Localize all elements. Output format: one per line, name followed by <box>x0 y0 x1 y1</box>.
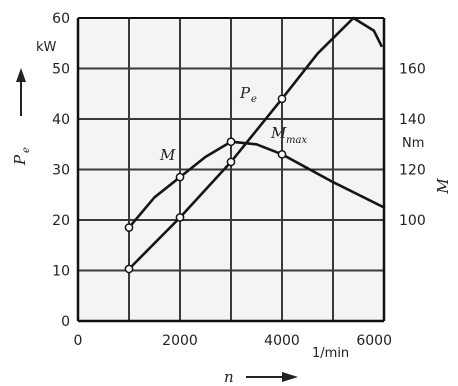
right-axis-symbol: M <box>434 178 452 195</box>
y-left-tick-label: 0 <box>61 314 70 330</box>
y-left-tick-label: 10 <box>52 264 70 280</box>
x-tick-label: 2000 <box>162 333 198 349</box>
m-data-point <box>175 172 185 182</box>
y-left-tick-label: 40 <box>52 112 70 128</box>
y-left-tick-label: 60 <box>52 11 70 27</box>
y-right-tick-label: 160 <box>399 62 426 78</box>
y-right-tick-label: 120 <box>399 163 426 179</box>
pe-curve-line <box>127 16 383 271</box>
m-data-point <box>124 223 134 232</box>
m-data-point <box>226 137 236 147</box>
pe-data-point <box>226 157 236 167</box>
left-axis-symbol-text: P <box>11 154 29 166</box>
tick-labels: 0 10 20 30 40 50 60 100 120 140 160 0 2000 4000 6000 <box>52 11 426 349</box>
left-axis-symbol-sub: e <box>21 147 32 153</box>
markers <box>124 94 287 274</box>
pe-data-point <box>175 213 185 222</box>
pe-curve-label-sub: e <box>251 94 257 105</box>
x-tick-label: 6000 <box>356 333 392 349</box>
left-axis-arrow <box>16 68 26 116</box>
pe-data-point <box>277 94 287 104</box>
right-axis-symbol-text: M <box>434 178 452 195</box>
m-data-point <box>277 150 287 159</box>
y-left-tick-label: 50 <box>52 62 70 78</box>
y-left-tick-label: 30 <box>52 163 70 179</box>
pe-data-point <box>124 264 134 274</box>
m-max-label-text: M <box>270 124 287 142</box>
m-curve-label: M <box>159 146 176 164</box>
x-tick-label: 4000 <box>264 333 300 349</box>
right-unit-label: Nm <box>402 136 424 151</box>
pe-curve-label-text: P <box>239 84 251 102</box>
grid <box>78 18 384 321</box>
y-right-tick-label: 100 <box>399 213 426 229</box>
x-axis-arrow <box>246 372 298 382</box>
left-axis-symbol: P e <box>11 147 32 166</box>
m-max-label-sub: max <box>286 135 307 146</box>
m-max-label: M max <box>270 124 307 146</box>
y-left-tick-label: 20 <box>52 213 70 229</box>
left-unit-label: kW <box>36 40 57 55</box>
x-unit-label: 1/min <box>312 346 349 361</box>
pe-curve-label: P e <box>239 84 257 105</box>
y-right-tick-label: 140 <box>399 112 426 128</box>
x-tick-label: 0 <box>74 333 83 349</box>
x-axis-symbol: n <box>224 368 234 386</box>
